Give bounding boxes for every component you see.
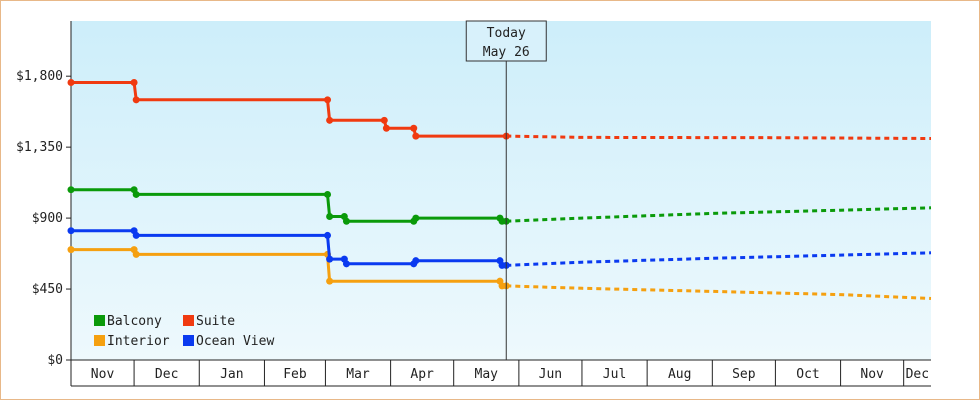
today-date: May 26 (483, 45, 530, 60)
data-point (67, 186, 75, 194)
month-label: Aug (668, 367, 691, 382)
data-point (132, 190, 140, 198)
month-label: Jun (539, 367, 562, 382)
legend-swatch (183, 315, 194, 326)
series-suite (67, 78, 932, 140)
legend-label: Balcony (107, 314, 162, 329)
data-point (326, 116, 334, 124)
data-point (326, 213, 334, 221)
month-label: Apr (410, 367, 434, 382)
month-label: Feb (283, 367, 307, 382)
legend-label: Interior (107, 334, 170, 349)
data-point (326, 255, 334, 263)
legend-item-suite: Suite (183, 314, 235, 329)
month-label: Mar (346, 367, 370, 382)
month-label: Jan (220, 367, 243, 382)
data-point (132, 250, 140, 258)
legend-label: Ocean View (196, 334, 274, 349)
y-axis: $0 $450 $900 $1,350 $1,800 (16, 21, 72, 386)
data-point (67, 246, 75, 254)
month-label: Nov (860, 367, 884, 382)
forecast-line (506, 134, 932, 140)
series-balcony (67, 186, 932, 225)
today-label: Today (487, 26, 526, 41)
plot-background (71, 21, 931, 360)
data-point (380, 116, 388, 124)
y-tick-label: $900 (32, 211, 63, 226)
data-point (132, 231, 140, 239)
data-point (412, 132, 420, 140)
month-label: Oct (796, 367, 819, 382)
y-tick-label: $450 (32, 282, 63, 297)
data-point (410, 124, 418, 132)
x-axis: Nov Dec Jan Feb Mar Apr May Jun Jul Aug Sep Oct Nov D… (71, 359, 931, 387)
data-point (342, 217, 350, 225)
month-label: Nov (91, 367, 115, 382)
data-point (324, 96, 332, 104)
legend-item-balcony: Balcony (94, 314, 162, 329)
today-marker: Today May 26 (465, 20, 547, 360)
month-label: Dec (906, 367, 929, 382)
data-point (67, 78, 75, 86)
month-label: May (475, 367, 499, 382)
series-layer (67, 78, 932, 300)
today-box (465, 20, 547, 62)
data-point (130, 78, 138, 86)
series-line (71, 81, 507, 138)
data-point (324, 190, 332, 198)
y-tick-label: $1,350 (16, 140, 63, 155)
legend-swatch (94, 315, 105, 326)
legend-label: Suite (196, 314, 235, 329)
data-point (67, 227, 75, 235)
month-label: Jul (603, 367, 626, 382)
legend-item-interior: Interior (94, 334, 170, 349)
legend-swatch (183, 335, 194, 346)
month-label: Sep (732, 367, 756, 382)
data-point (342, 260, 350, 268)
legend: Balcony Suite Interior Ocean View (94, 314, 274, 349)
data-point (326, 277, 334, 285)
series-interior (67, 246, 932, 300)
data-point (412, 214, 420, 222)
data-point (132, 96, 140, 104)
legend-item-ocean-view: Ocean View (183, 334, 274, 349)
data-point (324, 231, 332, 239)
month-label: Dec (155, 367, 178, 382)
forecast-line (506, 251, 932, 267)
forecast-line (506, 284, 932, 300)
data-point (412, 257, 420, 265)
y-tick-label: $1,800 (16, 69, 63, 84)
data-point (382, 124, 390, 132)
forecast-line (506, 206, 932, 223)
legend-swatch (94, 335, 105, 346)
y-tick-label: $0 (47, 353, 63, 368)
series-ocean-view (67, 227, 932, 269)
